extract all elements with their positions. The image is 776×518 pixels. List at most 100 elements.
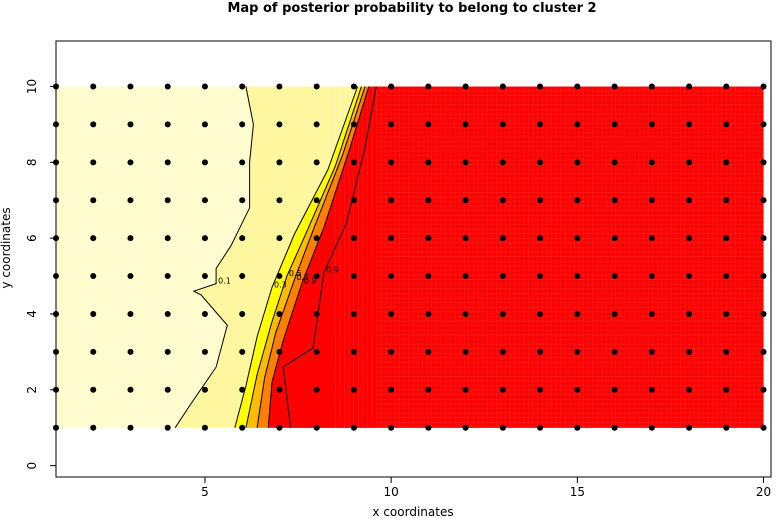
grid-point	[499, 235, 506, 242]
grid-point	[276, 83, 283, 90]
grid-point	[537, 235, 544, 242]
y-tick-label: 8	[25, 159, 39, 167]
grid-point	[313, 121, 320, 128]
grid-point	[201, 83, 208, 90]
grid-point	[350, 121, 357, 128]
grid-point	[276, 348, 283, 355]
grid-point	[648, 348, 655, 355]
grid-point	[388, 386, 395, 393]
grid-point	[574, 197, 581, 204]
contour-line-0.3	[234, 86, 359, 428]
grid-point	[574, 159, 581, 166]
contour-line-0.9	[267, 86, 370, 428]
grid-point	[760, 348, 767, 355]
grid-point	[127, 348, 134, 355]
y-tick-label: 10	[25, 79, 39, 94]
grid-point	[313, 424, 320, 431]
grid-point	[425, 235, 432, 242]
grid-point	[388, 273, 395, 280]
grid-point	[276, 235, 283, 242]
grid-point	[313, 273, 320, 280]
grid-point	[164, 197, 171, 204]
grid-point	[648, 424, 655, 431]
grid-point	[201, 348, 208, 355]
grid-point	[350, 197, 357, 204]
grid-point	[164, 310, 171, 317]
grid-point	[127, 235, 134, 242]
grid-point	[686, 348, 693, 355]
contour-label-0.9: 0.9	[304, 277, 317, 286]
grid-point	[462, 83, 469, 90]
grid-point	[313, 386, 320, 393]
grid-point	[723, 83, 730, 90]
grid-point	[760, 83, 767, 90]
grid-point	[462, 386, 469, 393]
x-axis-label: x coordinates	[372, 505, 453, 518]
x-tick-label: 5	[201, 485, 209, 499]
grid-point	[686, 424, 693, 431]
grid-point	[239, 273, 246, 280]
grid-point	[499, 386, 506, 393]
grid-point	[201, 386, 208, 393]
grid-point	[499, 159, 506, 166]
grid-point	[462, 424, 469, 431]
grid-point	[164, 235, 171, 242]
grid-point	[574, 424, 581, 431]
grid-point	[350, 273, 357, 280]
grid-point	[388, 235, 395, 242]
grid-point	[537, 121, 544, 128]
grid-point	[350, 424, 357, 431]
grid-point	[276, 310, 283, 317]
grid-point	[760, 159, 767, 166]
grid-point	[239, 424, 246, 431]
grid-point	[350, 348, 357, 355]
contour-line-0.5	[245, 86, 362, 428]
grid-point	[723, 348, 730, 355]
grid-point	[574, 83, 581, 90]
grid-point	[313, 348, 320, 355]
field-texture	[334, 86, 764, 428]
plot-frame	[55, 40, 772, 478]
grid-point	[425, 159, 432, 166]
grid-point	[686, 197, 693, 204]
grid-point	[388, 348, 395, 355]
grid-point	[537, 83, 544, 90]
grid-point	[723, 310, 730, 317]
grid-point	[760, 386, 767, 393]
grid-point	[313, 310, 320, 317]
grid-point	[574, 273, 581, 280]
grid-point	[537, 273, 544, 280]
grid-point	[425, 348, 432, 355]
grid-point	[239, 159, 246, 166]
grid-point	[686, 121, 693, 128]
grid-point	[648, 386, 655, 393]
grid-point	[127, 197, 134, 204]
grid-point	[388, 310, 395, 317]
grid-point	[537, 424, 544, 431]
grid-point	[388, 121, 395, 128]
grid-point	[201, 121, 208, 128]
grid-point	[313, 159, 320, 166]
grid-point	[537, 386, 544, 393]
grid-point	[760, 273, 767, 280]
grid-point	[611, 235, 618, 242]
grid-point	[239, 83, 246, 90]
grid-point	[537, 348, 544, 355]
grid-point	[201, 197, 208, 204]
grid-point	[462, 273, 469, 280]
grid-point	[686, 386, 693, 393]
grid-point	[425, 386, 432, 393]
grid-point	[611, 310, 618, 317]
y-axis-label: y coordinates	[0, 207, 13, 288]
grid-point	[350, 386, 357, 393]
grid-point	[760, 235, 767, 242]
grid-points	[53, 83, 767, 431]
grid-point	[499, 197, 506, 204]
grid-point	[388, 424, 395, 431]
grid-point	[127, 273, 134, 280]
grid-point	[164, 386, 171, 393]
grid-point	[239, 197, 246, 204]
grid-point	[686, 83, 693, 90]
grid-point	[276, 424, 283, 431]
grid-point	[648, 197, 655, 204]
